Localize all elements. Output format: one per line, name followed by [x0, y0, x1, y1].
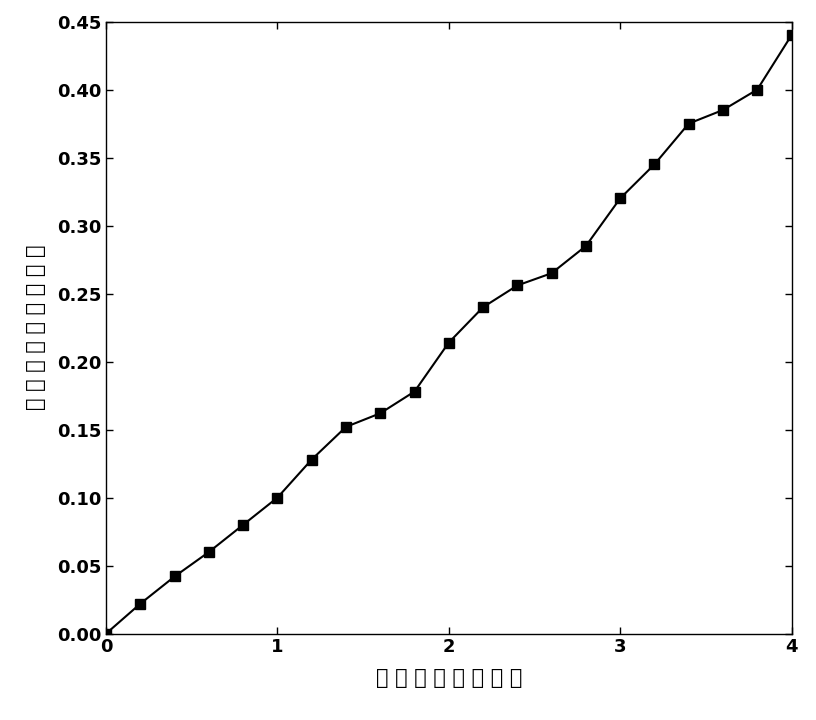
- Y-axis label: 测 量 误 差 均 値 （ 度 ）: 测 量 误 差 均 値 （ 度 ）: [26, 245, 46, 410]
- X-axis label: 噪 声 水 平 （ 像 素 ）: 噪 声 水 平 （ 像 素 ）: [375, 667, 522, 688]
